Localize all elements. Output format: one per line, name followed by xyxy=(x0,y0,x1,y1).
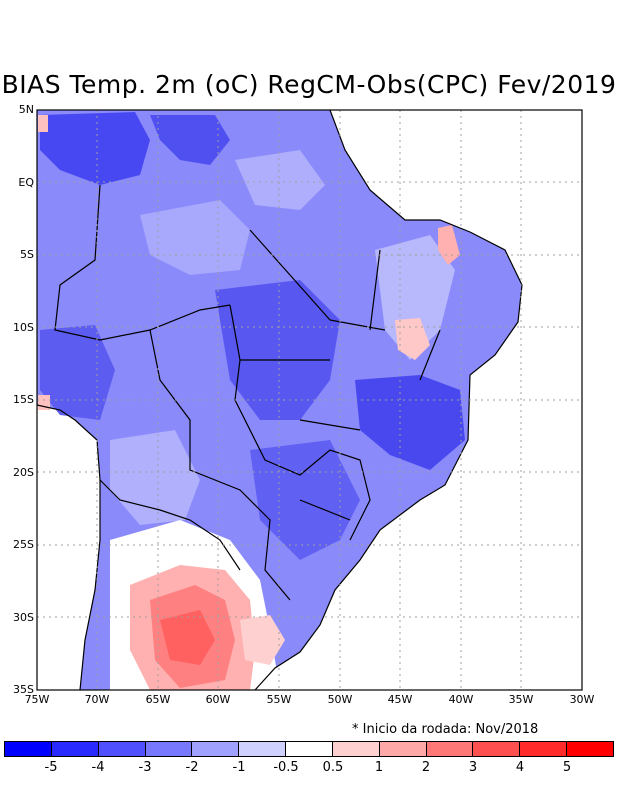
colorbar-label: 4 xyxy=(515,760,525,775)
colorbar-label: -5 xyxy=(44,760,58,775)
strong-cold-north xyxy=(40,112,150,185)
map-title: BIAS Temp. 2m (oC) RegCM-Obs(CPC) Fev/20… xyxy=(1,70,617,99)
lon-label: 70W xyxy=(84,693,110,706)
colorbar-cell xyxy=(567,742,613,756)
lon-label: 75W xyxy=(24,693,50,706)
warm-bahia-interior xyxy=(395,318,430,360)
lon-label: 55W xyxy=(266,693,292,706)
colorbar-label: -0.5 xyxy=(273,760,299,775)
colorbar-cell xyxy=(286,742,333,756)
strong-cold-guiana xyxy=(150,115,230,165)
colorbar-label: 5 xyxy=(562,760,572,775)
colorbar-cell xyxy=(192,742,240,756)
colorbar-label: -1 xyxy=(232,760,246,775)
colorbar-cell xyxy=(98,742,146,756)
lat-label: EQ xyxy=(18,176,34,189)
colorbar-label: 1 xyxy=(374,760,384,775)
colorbar-cell xyxy=(332,742,380,756)
mild-cold-north-coast xyxy=(235,150,325,210)
country-borders xyxy=(36,109,523,691)
lon-label: 40W xyxy=(448,693,474,706)
lat-label: 10S xyxy=(13,321,34,334)
colorbar-cell xyxy=(473,742,521,756)
lat-label: 30S xyxy=(13,611,34,624)
brazil-border-west xyxy=(229,304,371,541)
plot-frame xyxy=(36,109,583,691)
colorbar-cell xyxy=(520,742,568,756)
warm-nw-corner xyxy=(38,115,48,132)
coastline xyxy=(254,109,523,691)
run-start-note: * Inicio da rodada: Nov/2018 xyxy=(352,722,539,737)
bolivia-paraguay xyxy=(149,329,291,601)
lon-label: 65W xyxy=(145,693,171,706)
lon-gridlines xyxy=(96,110,522,690)
colorbar xyxy=(4,741,614,757)
lon-label: 45W xyxy=(387,693,413,706)
state-lines xyxy=(240,229,441,521)
colorbar-cell xyxy=(145,742,193,756)
lat-label: 5N xyxy=(18,103,34,116)
colorbar-label: -3 xyxy=(138,760,152,775)
colorbar-cell xyxy=(379,742,427,756)
lat-gridlines xyxy=(37,181,582,618)
colorbar-cell xyxy=(239,742,287,756)
cold-core-west xyxy=(40,325,115,420)
cold-core-center xyxy=(215,280,340,420)
mild-cold-chaco xyxy=(110,430,200,525)
lat-label: 15S xyxy=(13,393,34,406)
colorbar-label: -4 xyxy=(91,760,105,775)
cold-core-east xyxy=(355,375,465,470)
lat-label: 35S xyxy=(13,683,34,696)
lon-label: 50W xyxy=(327,693,353,706)
warm-uruguay xyxy=(240,615,285,665)
lat-label: 5S xyxy=(20,248,34,261)
colorbar-cell xyxy=(51,742,99,756)
colorbar-label: 3 xyxy=(468,760,478,775)
warm-argentina-core xyxy=(160,610,215,665)
mild-cold-northeast xyxy=(375,235,455,360)
brazil-border-north xyxy=(54,184,231,341)
lon-label: 30W xyxy=(569,693,595,706)
mild-cold-amazon xyxy=(140,200,250,275)
colorbar-cell xyxy=(5,742,52,756)
colorbar-label: 2 xyxy=(421,760,431,775)
cold-core-southeast xyxy=(250,440,360,560)
lon-label: 35W xyxy=(508,693,534,706)
lon-label: 60W xyxy=(205,693,231,706)
lat-label: 25S xyxy=(13,538,34,551)
lat-label: 20S xyxy=(13,466,34,479)
warm-ceara xyxy=(438,225,460,265)
colorbar-cell xyxy=(426,742,474,756)
colorbar-label: 0.5 xyxy=(322,760,344,775)
colorbar-label: -2 xyxy=(185,760,199,775)
